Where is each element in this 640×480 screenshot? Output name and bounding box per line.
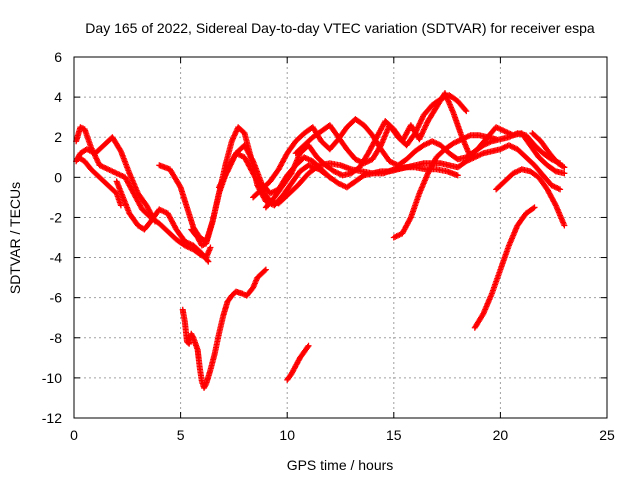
data-point <box>202 382 209 389</box>
data-point <box>531 204 538 211</box>
y-tick-label: -8 <box>50 330 63 346</box>
y-tick-label: 6 <box>54 49 62 65</box>
y-tick-label: 0 <box>54 169 62 185</box>
data-point <box>561 170 568 177</box>
y-tick-label: 2 <box>54 129 62 145</box>
data-point <box>407 215 414 222</box>
x-tick-label: 20 <box>493 427 509 443</box>
data-point <box>189 333 196 340</box>
series-arc-13 <box>529 130 568 171</box>
data-point <box>530 205 537 212</box>
data-points <box>73 90 568 391</box>
x-tick-label: 25 <box>599 427 615 443</box>
y-tick-labels: -12 -10 -8 -6 -4 -2 0 2 4 6 <box>42 49 62 426</box>
data-point <box>305 342 312 349</box>
data-point <box>557 186 564 193</box>
x-tick-labels: 0 5 10 15 20 25 <box>70 427 615 443</box>
series-arc-16 <box>284 342 312 383</box>
data-point <box>176 183 183 190</box>
y-tick-label: -6 <box>50 290 63 306</box>
plot-frame <box>73 56 608 419</box>
x-axis-label: GPS time / hours <box>287 457 394 473</box>
y-tick-label: 4 <box>54 89 62 105</box>
data-point <box>117 202 124 209</box>
data-point <box>493 136 500 143</box>
data-point <box>262 266 269 273</box>
series-arc-6 <box>188 124 333 249</box>
data-point <box>249 156 256 163</box>
data-point <box>561 222 568 229</box>
x-tick-label: 5 <box>177 427 185 443</box>
data-point <box>205 258 212 265</box>
data-point <box>207 244 214 251</box>
data-point <box>561 164 568 171</box>
grid <box>74 57 607 418</box>
y-tick-label: -2 <box>50 209 63 225</box>
data-point <box>462 107 469 114</box>
series-arc-11 <box>390 132 500 241</box>
data-point <box>552 201 559 208</box>
series-arc-12 <box>493 166 568 229</box>
data-point <box>117 146 124 153</box>
data-point <box>560 163 567 170</box>
data-point <box>463 108 470 115</box>
y-axis-label: SDTVAR / TECUs <box>7 182 23 294</box>
series-arc-4 <box>113 178 212 265</box>
data-point <box>261 267 268 274</box>
data-point <box>454 172 461 179</box>
axis-ticks <box>73 56 608 419</box>
chart-title: Day 165 of 2022, Sidereal Day-to-day VTE… <box>85 20 595 36</box>
y-tick-label: -10 <box>42 370 62 386</box>
series-arc-1 <box>73 124 214 261</box>
x-tick-label: 0 <box>70 427 78 443</box>
data-point <box>204 257 211 264</box>
series-arc-15 <box>179 266 269 391</box>
series-arc-10 <box>292 92 470 167</box>
data-point <box>304 344 311 351</box>
series-arc-7 <box>215 142 564 197</box>
y-tick-label: -4 <box>50 250 63 266</box>
y-tick-label: -12 <box>42 410 62 426</box>
series-arc-14 <box>471 204 538 331</box>
x-tick-label: 10 <box>279 427 295 443</box>
series-arc-2 <box>73 134 159 225</box>
x-tick-label: 15 <box>386 427 402 443</box>
